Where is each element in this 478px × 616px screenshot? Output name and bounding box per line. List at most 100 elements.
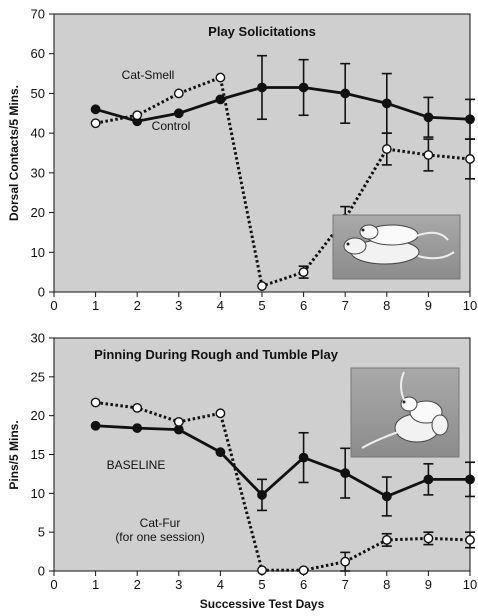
x-tick-label: 7 <box>342 298 349 313</box>
data-point-s1 <box>298 267 309 278</box>
data-point-s0 <box>90 420 101 431</box>
x-axis-1: 0 1 2 3 4 5 6 7 8 9 10 <box>50 292 477 313</box>
x-tick-label: 0 <box>50 577 57 592</box>
x-tick-label: 10 <box>463 298 477 313</box>
series-line-s0 <box>95 424 470 498</box>
y-tick-label: 50 <box>31 86 45 101</box>
data-point-s0 <box>381 98 392 109</box>
chart-title-2: Pinning During Rough and Tumble Play <box>94 347 339 362</box>
data-point-s1 <box>90 397 101 408</box>
x-tick-label: 2 <box>134 298 141 313</box>
y-axis-label-2: Pins/5 Mins. <box>7 420 21 489</box>
data-point-s0 <box>340 88 351 99</box>
y-tick-label: 5 <box>38 525 45 540</box>
data-point-s1 <box>465 535 475 545</box>
x-tick-label: 9 <box>425 577 432 592</box>
data-point-s0 <box>90 104 101 115</box>
series-points-1 <box>90 72 475 291</box>
data-point-s1 <box>90 118 101 129</box>
x-tick-label: 7 <box>342 577 349 592</box>
y-tick-label: 10 <box>31 486 45 501</box>
data-point-s1 <box>132 402 143 413</box>
data-point-s1 <box>423 533 434 544</box>
series-label-cat-fur: Cat-Fur (for one session) <box>115 516 204 544</box>
chart-title-1: Play Solicitations <box>208 24 316 39</box>
x-tick-label: 1 <box>92 577 99 592</box>
series-label-cat-smell: Cat-Smell <box>122 68 175 82</box>
x-tick-label: 8 <box>383 298 390 313</box>
data-point-s1 <box>215 72 226 83</box>
data-point-s0 <box>298 452 309 463</box>
data-point-s0 <box>340 468 351 479</box>
x-tick-label: 4 <box>217 298 224 313</box>
y-tick-label: 10 <box>31 245 45 260</box>
series-points-2 <box>90 397 475 576</box>
y-tick-label: 60 <box>31 46 45 61</box>
x-axis-label-2: Successive Test Days <box>200 597 325 611</box>
data-point-s0 <box>298 82 309 93</box>
x-tick-label: 2 <box>134 577 141 592</box>
y-tick-label: 40 <box>31 126 45 141</box>
y-tick-label: 25 <box>31 369 45 384</box>
x-axis-2: 0 1 2 3 4 5 6 7 8 9 10 <box>50 571 477 592</box>
y-axis-label-1: Dorsal Contacts/5 Mins. <box>7 85 21 221</box>
y-axis-2: 0 5 10 15 20 25 30 <box>31 331 54 579</box>
series-lines-2 <box>95 400 471 572</box>
x-tick-label: 6 <box>300 577 307 592</box>
data-point-s0 <box>215 94 226 105</box>
x-tick-label: 4 <box>217 577 224 592</box>
data-point-s0 <box>257 489 267 500</box>
y-tick-label: 30 <box>31 165 45 180</box>
y-tick-label: 0 <box>38 285 45 300</box>
data-point-s1 <box>381 535 392 545</box>
rats-pinning-icon <box>350 367 460 458</box>
data-point-s1 <box>132 110 143 121</box>
data-point-s1 <box>257 565 267 576</box>
data-point-s0 <box>215 447 226 458</box>
data-point-s1 <box>340 556 351 567</box>
x-tick-label: 9 <box>425 298 432 313</box>
y-tick-label: 15 <box>31 447 45 462</box>
x-tick-label: 5 <box>258 298 265 313</box>
series-label-baseline: BASELINE <box>107 458 166 472</box>
x-tick-label: 10 <box>463 577 477 592</box>
series-line-s1 <box>95 400 471 572</box>
data-point-s1 <box>215 408 226 419</box>
y-tick-label: 0 <box>38 564 45 579</box>
data-point-s0 <box>465 114 475 125</box>
data-point-s0 <box>423 112 434 123</box>
data-point-s1 <box>465 154 475 164</box>
y-tick-label: 20 <box>31 408 45 423</box>
data-point-s0 <box>173 108 184 119</box>
x-tick-label: 1 <box>92 298 99 313</box>
data-point-s1 <box>173 88 184 99</box>
x-tick-label: 8 <box>383 577 390 592</box>
data-point-s1 <box>423 150 434 160</box>
data-point-s1 <box>173 416 184 427</box>
y-tick-label: 70 <box>31 7 45 22</box>
pinning-chart: Pinning During Rough and Tumble Play 0 5 1… <box>7 331 477 612</box>
series-line-s1 <box>95 75 471 289</box>
data-point-s1 <box>381 144 392 154</box>
x-tick-label: 0 <box>50 298 57 313</box>
series-line-s0 <box>95 86 471 123</box>
data-point-s0 <box>132 423 143 433</box>
data-point-s0 <box>257 82 267 93</box>
data-point-s0 <box>423 474 434 485</box>
y-tick-label: 30 <box>31 331 45 346</box>
x-tick-label: 3 <box>175 298 182 313</box>
y-tick-label: 20 <box>31 205 45 220</box>
x-tick-label: 6 <box>300 298 307 313</box>
x-tick-label: 5 <box>258 577 265 592</box>
rats-playing-icon <box>332 214 461 280</box>
x-tick-label: 3 <box>175 577 182 592</box>
y-axis-1: 0 10 20 30 40 50 60 70 <box>31 7 54 300</box>
play-solicitations-chart: Play Solicitations 0 10 20 30 40 50 60 70 0 1 2 3 4… <box>7 7 477 314</box>
data-point-s0 <box>381 491 392 502</box>
data-point-s0 <box>465 474 475 485</box>
data-point-s1 <box>257 281 267 291</box>
series-lines-1 <box>95 75 471 289</box>
series-label-control: Control <box>152 119 191 133</box>
data-point-s1 <box>298 565 309 576</box>
